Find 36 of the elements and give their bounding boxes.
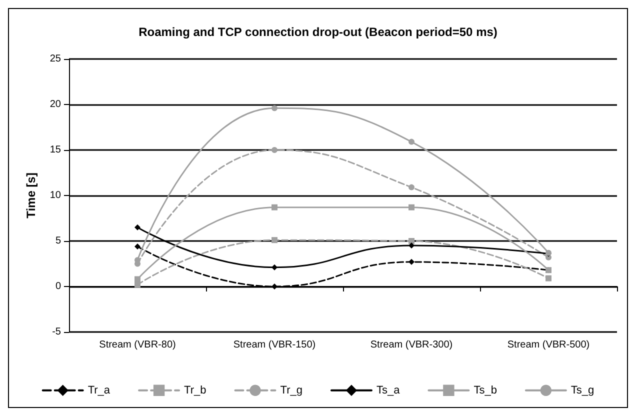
point (272, 284, 278, 290)
point (272, 147, 278, 153)
legend-label: Ts_a (376, 384, 401, 396)
point (134, 276, 140, 282)
legend-label: Ts_g (570, 384, 594, 396)
y-tick-label: 5 (55, 236, 62, 246)
point (272, 204, 278, 210)
point (408, 184, 414, 190)
x-tick-label: Stream (VBR-300) (370, 340, 453, 350)
chart-title: Roaming and TCP connection drop-out (Beacon period=50 ms) (138, 25, 498, 39)
x-tick-label: Stream (VBR-150) (233, 340, 316, 350)
y-tick-label: 20 (50, 99, 62, 110)
point (134, 224, 140, 230)
point (272, 237, 278, 244)
point (408, 242, 414, 249)
point (408, 204, 414, 210)
point (546, 275, 552, 282)
x-tick-label: Stream (VBR-500) (507, 340, 590, 350)
point (134, 243, 140, 250)
x-tick-label: Stream (VBR-80) (99, 340, 176, 350)
y-tick-label: 10 (50, 190, 62, 201)
y-tick-label: -5 (52, 326, 62, 338)
point (408, 238, 414, 244)
point (408, 258, 414, 265)
legend-label: Tr_b (184, 384, 206, 396)
point (408, 138, 414, 145)
point (272, 264, 278, 270)
legend-label: Tr_a (88, 384, 111, 396)
point (272, 105, 278, 112)
legend-label: Ts_b (474, 384, 497, 396)
legend-label: Tr_g (280, 384, 302, 396)
point (134, 282, 140, 288)
y-axis-title: Time [s] (24, 172, 38, 218)
y-tick-label: 25 (50, 54, 62, 64)
y-tick-label: 0 (55, 281, 62, 292)
y-tick-label: 15 (50, 144, 62, 156)
